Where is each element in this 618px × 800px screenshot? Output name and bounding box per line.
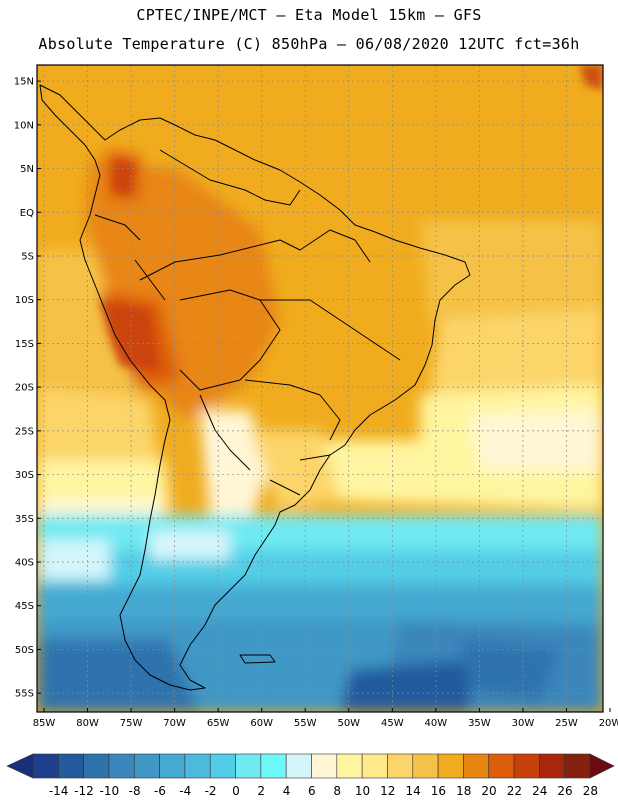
colorbar-swatch	[539, 753, 565, 779]
colorbar-swatch	[564, 753, 591, 779]
lat-tick-label: 25S	[15, 426, 34, 437]
colorbar-swatch	[488, 753, 515, 779]
colorbar-label: 18	[456, 784, 471, 798]
colorbar-label: -4	[179, 784, 191, 798]
colorbar-label: 20	[481, 784, 496, 798]
temperature-field	[37, 65, 603, 712]
colorbar-swatch	[311, 753, 338, 779]
colorbar-label: 8	[333, 784, 341, 798]
colorbar-label: 6	[308, 784, 316, 798]
lon-tick-label: 80W	[76, 718, 99, 729]
lat-tick-label: 40S	[15, 557, 34, 568]
coastline	[39, 84, 471, 691]
lat-tick-label: 5S	[21, 251, 34, 262]
colorbar-swatch	[513, 753, 540, 779]
title-line-2: Absolute Temperature (C) 850hPa – 06/08/…	[38, 35, 580, 53]
lon-tick-label: 75W	[120, 718, 143, 729]
colorbar-label: 0	[232, 784, 240, 798]
colorbar-label: 22	[507, 784, 522, 798]
lat-tick-label: 5N	[20, 164, 34, 175]
colorbar-swatch	[336, 753, 363, 779]
lon-tick-label: 25W	[555, 718, 578, 729]
colorbar-swatch	[209, 753, 236, 779]
colorbar-swatch	[184, 753, 211, 779]
lon-tick-label: 70W	[163, 718, 186, 729]
lat-tick-label: 45S	[15, 601, 34, 612]
colorbar-swatch	[58, 753, 84, 779]
colorbar-low-arrow	[6, 753, 34, 779]
plot-frame	[36, 64, 604, 713]
colorbar-label: 24	[532, 784, 547, 798]
lat-tick-label: EQ	[20, 208, 34, 219]
colorbar-label: 26	[557, 784, 572, 798]
lat-tick-label: 10N	[14, 120, 34, 131]
lon-tick-label: 50W	[337, 718, 360, 729]
lat-tick-label: 15S	[15, 339, 34, 350]
lon-tick-label: 85W	[33, 718, 56, 729]
lat-tick-label: 35S	[15, 514, 34, 525]
colorbar-swatch	[83, 753, 110, 779]
colorbar-label: -14	[49, 784, 69, 798]
colorbar-swatch	[159, 753, 186, 779]
colorbar-label: 12	[380, 784, 395, 798]
colorbar-label: -10	[99, 784, 119, 798]
colorbar-swatch	[463, 753, 490, 779]
lat-tick-label: 10S	[15, 295, 34, 306]
colorbar-swatch	[437, 753, 464, 779]
colorbar-label: 10	[355, 784, 370, 798]
colorbar-swatch	[235, 753, 262, 779]
lon-tick-label: 40W	[425, 718, 448, 729]
lon-tick-label: 45W	[381, 718, 404, 729]
colorbar-swatch	[387, 753, 414, 779]
colorbar-label: 28	[583, 784, 598, 798]
colorbar-label: 16	[431, 784, 446, 798]
title-line-1: CPTEC/INPE/MCT – Eta Model 15km – GFS	[136, 6, 482, 24]
lat-tick-label: 30S	[15, 470, 34, 481]
lat-tick-label: 15N	[14, 77, 34, 88]
colorbar-swatch	[108, 753, 135, 779]
colorbar-label: 2	[257, 784, 265, 798]
lon-tick-label: 65W	[207, 718, 230, 729]
lat-tick-label: 50S	[15, 645, 34, 656]
colorbar-label: -2	[205, 784, 217, 798]
lon-tick-label: 20W	[599, 718, 618, 729]
colorbar: -14 -12 -10 -8 -6 -4 -2 0 2 4 6 8 10 12 14 16 18 20 22 24 26…	[6, 753, 615, 798]
colorbar-swatch	[285, 753, 312, 779]
lon-tick-label: 35W	[468, 718, 491, 729]
graticule	[37, 65, 603, 712]
colorbar-swatch	[133, 753, 160, 779]
lon-tick-label: 55W	[294, 718, 317, 729]
colorbar-label: 14	[405, 784, 420, 798]
colorbar-swatch	[412, 753, 439, 779]
colorbar-label: -12	[74, 784, 94, 798]
lat-tick-label: 55S	[15, 689, 34, 700]
lon-tick-label: 30W	[512, 718, 535, 729]
lon-tick-label: 60W	[250, 718, 273, 729]
colorbar-swatch	[32, 753, 59, 779]
axis-ticks: 15N 10N 5N EQ 5S 10S 15S 20S 25S 30S 35S 40S 45S 50S 5…	[14, 77, 618, 729]
colorbar-high-arrow	[589, 753, 615, 779]
colorbar-swatch	[361, 753, 388, 779]
colorbar-label: 4	[283, 784, 291, 798]
colorbar-label: -8	[129, 784, 141, 798]
colorbar-label: -6	[154, 784, 166, 798]
lat-tick-label: 20S	[15, 383, 34, 394]
colorbar-swatch	[260, 753, 287, 779]
